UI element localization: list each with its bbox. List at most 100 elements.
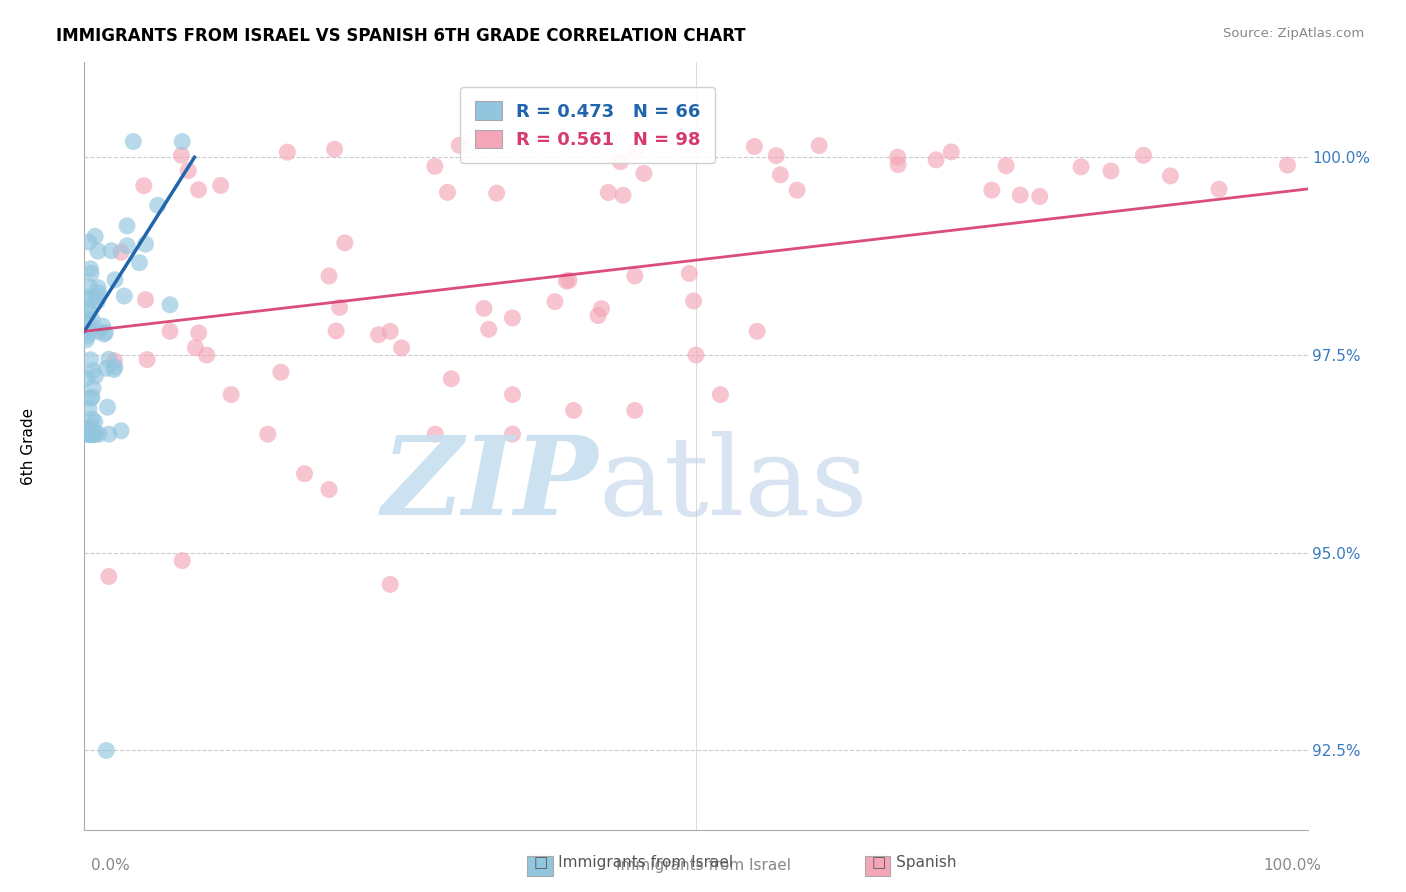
Point	[333, 235, 356, 250]
Point	[786, 183, 808, 197]
Point	[104, 273, 127, 287]
Point	[112, 289, 135, 303]
Point	[82, 427, 104, 442]
Point	[1070, 160, 1092, 174]
Point	[84, 229, 107, 244]
Point	[472, 301, 495, 316]
Point	[77, 312, 100, 326]
Point	[77, 325, 100, 339]
Point	[195, 348, 218, 362]
Point	[425, 427, 447, 442]
Text: □  Spanish: □ Spanish	[872, 855, 956, 870]
Point	[440, 372, 463, 386]
Point	[170, 148, 193, 162]
Point	[87, 281, 110, 295]
Point	[80, 419, 103, 434]
Point	[84, 427, 107, 442]
Point	[86, 294, 108, 309]
Point	[1010, 188, 1032, 202]
Point	[744, 139, 766, 153]
Point	[77, 235, 100, 249]
Point	[96, 743, 118, 757]
Point	[1028, 189, 1050, 203]
Point	[709, 387, 731, 401]
Point	[380, 324, 402, 338]
Point	[83, 427, 105, 442]
Point	[329, 301, 352, 315]
Point	[423, 159, 446, 173]
Point	[380, 577, 402, 591]
Point	[80, 312, 103, 326]
Point	[82, 364, 104, 378]
Point	[172, 554, 194, 568]
Point	[184, 341, 207, 355]
Point	[97, 569, 120, 583]
Point	[77, 303, 100, 318]
Point	[925, 153, 948, 167]
Point	[624, 403, 647, 417]
Point	[270, 365, 292, 379]
Point	[318, 483, 340, 497]
Text: Immigrants from Israel: Immigrants from Israel	[616, 858, 790, 872]
Point	[633, 166, 655, 180]
Point	[544, 294, 567, 309]
Point	[94, 326, 117, 340]
Point	[87, 285, 110, 300]
Text: atlas: atlas	[598, 431, 868, 538]
Point	[558, 273, 581, 287]
Point	[209, 178, 232, 193]
Point	[115, 238, 138, 252]
Point	[97, 427, 120, 442]
FancyBboxPatch shape	[865, 856, 890, 876]
Point	[1099, 164, 1122, 178]
Point	[219, 387, 242, 401]
Point	[502, 387, 524, 401]
Point	[86, 289, 108, 303]
Point	[1159, 169, 1181, 183]
Point	[82, 427, 104, 442]
Point	[77, 427, 100, 442]
Point	[82, 427, 104, 442]
Text: IMMIGRANTS FROM ISRAEL VS SPANISH 6TH GRADE CORRELATION CHART: IMMIGRANTS FROM ISRAEL VS SPANISH 6TH GR…	[56, 27, 745, 45]
Point	[1132, 148, 1154, 162]
Point	[136, 352, 159, 367]
Point	[103, 353, 125, 368]
Point	[128, 256, 150, 270]
Point	[79, 427, 101, 442]
Text: 6th Grade: 6th Grade	[21, 408, 35, 484]
Point	[82, 412, 104, 426]
Point	[257, 427, 280, 442]
Point	[294, 467, 316, 481]
Point	[104, 359, 127, 374]
FancyBboxPatch shape	[527, 856, 553, 876]
Point	[159, 298, 181, 312]
Point	[103, 362, 125, 376]
Text: 0.0%: 0.0%	[91, 858, 131, 872]
Point	[93, 327, 115, 342]
Point	[82, 381, 104, 395]
Point	[80, 427, 103, 442]
Point	[79, 302, 101, 317]
Point	[87, 244, 110, 259]
Point	[159, 324, 181, 338]
Point	[79, 280, 101, 294]
Point	[682, 293, 704, 308]
Point	[76, 329, 98, 343]
Point	[172, 135, 194, 149]
Point	[478, 322, 501, 336]
Point	[79, 261, 101, 276]
Point	[598, 186, 620, 200]
Point	[276, 145, 298, 160]
Point	[325, 324, 347, 338]
Point	[79, 352, 101, 367]
Point	[80, 427, 103, 442]
Point	[485, 186, 508, 201]
Point	[769, 168, 792, 182]
Point	[624, 268, 647, 283]
Point	[1208, 182, 1230, 196]
Point	[586, 309, 609, 323]
Point	[76, 371, 98, 385]
Point	[80, 292, 103, 306]
Point	[115, 219, 138, 233]
Point	[887, 158, 910, 172]
